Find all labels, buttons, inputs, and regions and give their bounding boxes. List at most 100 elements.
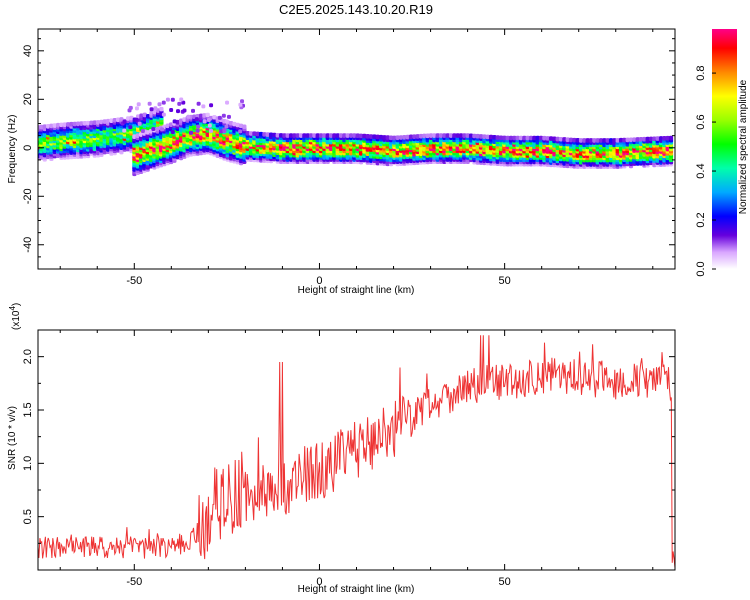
heatmap-cell	[275, 132, 280, 138]
heatmap-cell	[305, 133, 310, 138]
heatmap-cell	[432, 133, 437, 138]
heatmap-cell	[462, 133, 467, 138]
heatmap-cell	[328, 133, 334, 138]
heatmap-cell	[268, 132, 274, 138]
heatmap-cell	[365, 134, 370, 139]
heatmap-cell	[109, 118, 114, 123]
heatmap-cell	[582, 138, 587, 143]
colorbar-gradient	[712, 29, 737, 269]
heatmap-x-tick-label: -50	[126, 275, 142, 287]
heatmap-cell	[292, 133, 297, 138]
heatmap-cell	[168, 122, 174, 128]
heatmap-cell	[202, 119, 207, 124]
heatmap-cell	[438, 133, 444, 138]
heatmap-cell	[452, 133, 457, 138]
heatmap-y-tick-label: 20	[22, 93, 34, 105]
heatmap-cell	[258, 131, 264, 137]
heatmap-cell	[194, 117, 199, 122]
heatmap-cell	[217, 115, 222, 120]
heatmap-cell	[161, 112, 166, 117]
heatmap-cell	[159, 106, 164, 112]
heatmap-cell	[172, 119, 177, 124]
heatmap-cell	[170, 130, 175, 135]
heatmap-cell	[149, 110, 154, 116]
heatmap-cell	[538, 135, 544, 141]
heatmap-cell	[355, 133, 360, 138]
heatmap-cell	[122, 128, 127, 133]
heatmap-cell	[136, 102, 141, 107]
heatmap-cell	[134, 106, 139, 111]
heatmap-cell	[72, 121, 77, 127]
heatmap-cell	[472, 133, 477, 139]
heatmap-cell	[177, 101, 182, 106]
heatmap-cell	[618, 137, 624, 143]
snr-y-axis-label: SNR (10 * v/v)	[7, 406, 18, 470]
heatmap-cell	[182, 117, 187, 122]
heatmap-cell	[378, 134, 384, 140]
heatmap-cell	[338, 133, 344, 138]
heatmap-cell	[655, 136, 660, 141]
colorbar-tick-label: 0.6	[695, 114, 707, 129]
snr-y-tick-label: 0.5	[22, 509, 34, 524]
heatmap-cell	[278, 133, 284, 138]
heatmap-cell	[458, 133, 464, 138]
heatmap-cell	[255, 131, 260, 137]
heatmap-cell	[565, 137, 570, 142]
heatmap-cell	[206, 117, 211, 122]
heatmap-cell	[325, 133, 330, 138]
heatmap-cell	[165, 123, 170, 129]
heatmap-cell	[515, 135, 520, 141]
heatmap-cell	[668, 135, 674, 141]
heatmap-cell	[242, 124, 247, 130]
heatmap-y-tick-label: 40	[22, 45, 34, 57]
snr-plot-frame	[38, 330, 675, 570]
heatmap-cell	[415, 134, 420, 139]
snr-x-tick-label: 0	[316, 576, 322, 588]
heatmap-cell	[225, 100, 230, 105]
snr-panel: -50 0 50 0.5 1.0 1.5 2.0 Height of straight li…	[7, 303, 676, 595]
heatmap-cell	[435, 133, 440, 138]
heatmap-y-axis-label: Frequency (Hz)	[7, 115, 18, 184]
heatmap-cell	[95, 120, 101, 125]
heatmap-cell	[252, 131, 257, 137]
heatmap-cell	[221, 113, 226, 118]
heatmap-cell	[161, 100, 166, 105]
heatmap-cell	[572, 137, 577, 143]
heatmap-cell	[498, 135, 504, 141]
heatmap-cell	[395, 135, 400, 141]
heatmap-cell	[181, 100, 186, 105]
heatmap-cell	[542, 135, 547, 141]
snr-ticks: -50 0 50 0.5 1.0 1.5 2.0	[22, 329, 675, 588]
heatmap-cell	[69, 121, 74, 127]
heatmap-cell	[272, 132, 277, 138]
heatmap-cell	[442, 133, 447, 138]
snr-y-tick-label: 2.0	[22, 349, 34, 364]
heatmap-cell	[315, 133, 320, 138]
heatmap-cell	[52, 123, 57, 128]
heatmap-cell	[475, 133, 480, 139]
heatmap-cell	[196, 101, 201, 106]
heatmap-cell	[302, 133, 307, 138]
heatmap-cell	[528, 135, 534, 141]
snr-x-tick-label: 50	[499, 576, 511, 588]
heatmap-cell	[482, 134, 487, 139]
heatmap-cell	[42, 124, 47, 129]
snr-y-tick-label: 1.5	[22, 402, 34, 417]
heatmap-cell	[59, 122, 64, 128]
heatmap-cell	[318, 133, 324, 138]
heatmap-cell	[157, 102, 162, 107]
heatmap-cell	[240, 99, 245, 104]
heatmap-cell	[195, 128, 200, 133]
heatmap-cell	[372, 134, 377, 140]
heatmap-cell	[112, 117, 117, 123]
heatmap-cell	[142, 112, 147, 118]
snr-series-line	[38, 335, 675, 568]
heatmap-cell	[392, 135, 397, 141]
heatmap-cell	[39, 124, 44, 130]
heatmap-cells	[38, 97, 674, 177]
heatmap-cell	[362, 133, 367, 139]
heatmap-cell	[595, 138, 600, 143]
heatmap-cell	[512, 135, 517, 141]
heatmap-cell	[49, 123, 54, 129]
heatmap-cell	[219, 129, 224, 134]
